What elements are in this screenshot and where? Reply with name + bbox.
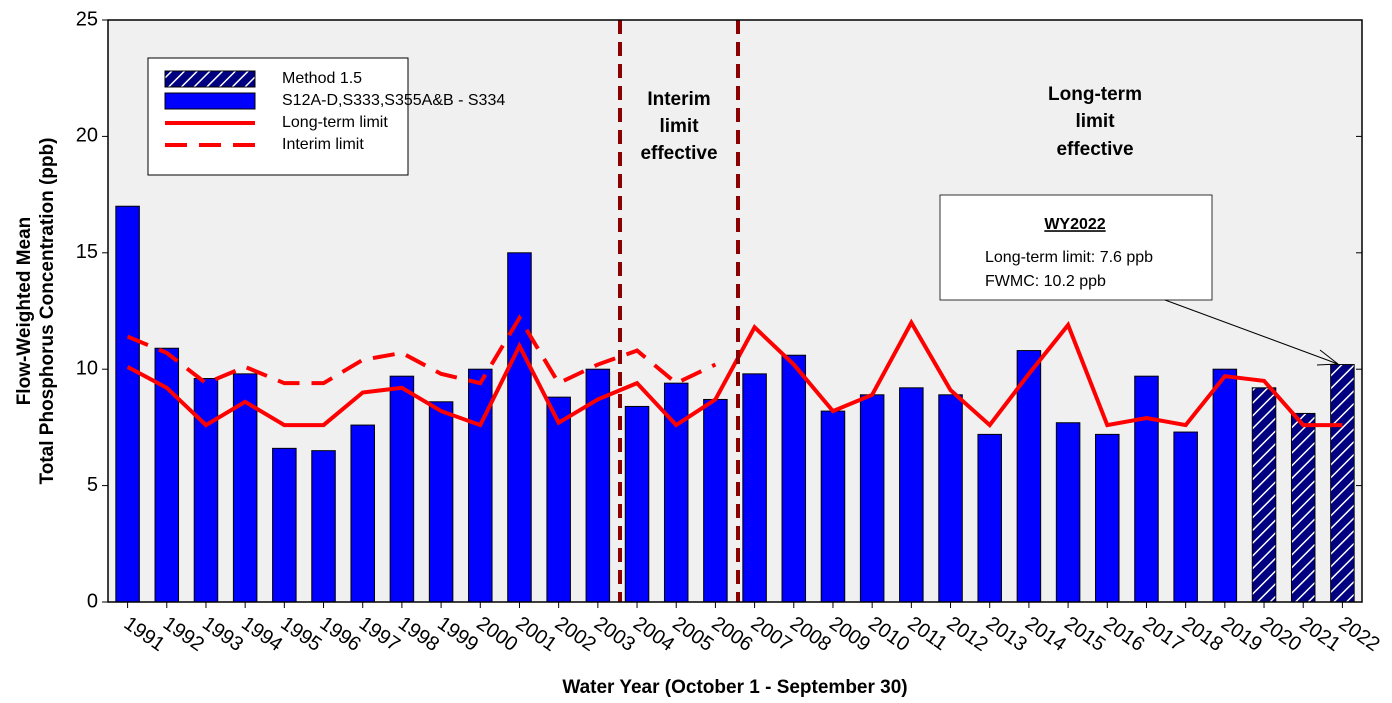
bar <box>507 252 532 603</box>
y-tick-label: 0 <box>87 590 98 612</box>
x-tick-label: 2017 <box>1139 612 1188 656</box>
legend-label: S12A-D,S333,S355A&B - S334 <box>282 92 505 109</box>
bar <box>938 394 963 603</box>
x-tick-label: 2011 <box>903 612 951 655</box>
callout-box <box>939 194 1213 301</box>
bar <box>389 375 415 603</box>
callout-text: Long-term limit: 7.6 ppb <box>985 249 1153 266</box>
legend-label: Long-term limit <box>282 114 388 131</box>
x-tick-label: 2015 <box>1060 612 1109 656</box>
x-tick-label: 1993 <box>198 612 247 656</box>
callout-title: WY2022 <box>1044 216 1105 233</box>
x-tick-label: 2006 <box>708 612 757 656</box>
y-axis-title: Flow-Weighted Mean <box>14 217 35 406</box>
bar <box>272 447 297 603</box>
bar <box>624 405 650 603</box>
bar <box>859 394 885 603</box>
x-tick-label: 2008 <box>786 612 835 656</box>
x-tick-label: 2014 <box>1021 612 1070 656</box>
legend: Method 1.5 S12A-D,S333,S355A&B - S334 Long… <box>147 57 505 176</box>
x-tick-label: 2004 <box>629 612 678 656</box>
bar <box>820 410 846 603</box>
annotation-text: limit <box>659 116 699 137</box>
bar <box>350 424 375 603</box>
x-tick-label: 1992 <box>159 612 208 656</box>
callout: WY2022 Long-term limit: 7.6 ppb FWMC: 10… <box>939 194 1339 366</box>
annotation-text: effective <box>640 143 717 164</box>
bar <box>1290 412 1316 603</box>
x-tick-label: 2001 <box>512 612 561 656</box>
x-tick-label: 2013 <box>982 612 1031 656</box>
legend-label: Method 1.5 <box>282 70 362 87</box>
bar <box>781 354 807 603</box>
y-tick-label: 10 <box>76 357 98 379</box>
x-axis-title: Water Year (October 1 - September 30) <box>562 677 907 698</box>
bar <box>311 450 336 603</box>
line <box>126 314 717 386</box>
bar <box>742 373 767 603</box>
x-tick-label: 2019 <box>1217 612 1266 656</box>
x-tick-label: 2009 <box>825 612 874 656</box>
x-tick-label: 2012 <box>943 612 992 656</box>
bar <box>977 433 1002 603</box>
x-tick-label: 1995 <box>276 612 325 656</box>
x-tick-label: 1998 <box>394 612 443 656</box>
y-tick-label: 20 <box>76 125 98 147</box>
bar <box>115 205 140 603</box>
bar <box>1173 431 1198 603</box>
annotation-text: Long-term <box>1048 84 1142 105</box>
annotation-text: effective <box>1056 139 1133 160</box>
x-tick-label: 2020 <box>1256 612 1305 656</box>
bar <box>899 387 924 603</box>
y-tick-label: 25 <box>76 8 98 30</box>
annotation-text: limit <box>1075 111 1115 132</box>
bar <box>703 398 728 603</box>
legend-swatch <box>164 70 256 88</box>
bar <box>1016 350 1042 603</box>
x-tick-label: 1997 <box>355 612 404 656</box>
legend-label: Interim limit <box>282 136 364 153</box>
bar <box>546 396 571 603</box>
bar <box>1055 422 1081 603</box>
y-axis-title: Total Phosphorus Concentration (ppb) <box>37 138 58 485</box>
y-tick-label: 5 <box>87 474 98 496</box>
bar <box>1212 368 1238 603</box>
bar <box>1134 375 1159 603</box>
x-tick-label: 2003 <box>590 612 639 656</box>
y-tick-label: 15 <box>76 241 98 263</box>
x-tick-label: 2016 <box>1099 612 1148 656</box>
line <box>126 318 1343 428</box>
x-tick-label: 1996 <box>316 612 365 656</box>
callout-text: FWMC: 10.2 ppb <box>985 273 1106 290</box>
x-tick-label: 2000 <box>472 612 521 656</box>
bar <box>193 378 219 603</box>
legend-swatch <box>164 92 256 110</box>
x-tick-label: 1991 <box>120 612 169 656</box>
callout-arrowhead <box>1316 349 1339 366</box>
x-tick-label: 2007 <box>747 612 796 656</box>
x-tick-label: 2021 <box>1295 612 1344 656</box>
annotation: Interim limit effective Long-term limit … <box>640 84 1142 164</box>
bar <box>428 401 454 603</box>
bar <box>1095 433 1120 603</box>
x-tick-label: 2010 <box>864 612 913 656</box>
x-tick-label: 1994 <box>237 612 286 656</box>
x-tick-label: 2022 <box>1335 612 1384 656</box>
x-tick-label: 1999 <box>433 612 482 656</box>
x-tick-label: 2002 <box>551 612 600 656</box>
x-tick-label: 2018 <box>1178 612 1227 656</box>
x-tick-label: 2005 <box>668 612 717 656</box>
callout-arrow <box>1164 299 1339 365</box>
plot-frame <box>107 19 1363 603</box>
bar <box>1251 387 1277 603</box>
bar <box>1330 364 1355 603</box>
annotation-text: Interim <box>647 89 710 110</box>
